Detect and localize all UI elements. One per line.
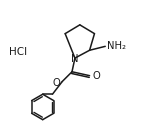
Text: N: N [71, 54, 79, 64]
Text: HCl: HCl [10, 47, 28, 57]
Text: O: O [93, 71, 100, 81]
Text: NH₂: NH₂ [107, 41, 126, 51]
Text: O: O [53, 77, 60, 87]
